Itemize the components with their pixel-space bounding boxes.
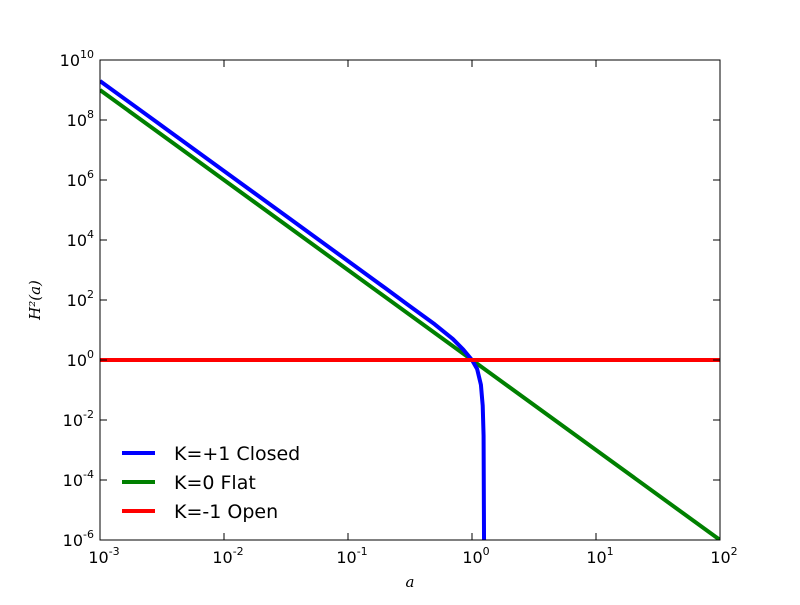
plot-frame [99, 59, 721, 541]
y-tick-label: 10-6 [63, 528, 94, 550]
y-tick-label: 106 [67, 168, 94, 190]
y-tick-label: 100 [67, 348, 94, 370]
ticks-layer: 10-3 10-2 10-1 100 101 102 10-6 10-4 10-2 100 102 1… [60, 48, 738, 567]
y-tick-label: 10-4 [63, 468, 94, 490]
legend-label-k-0-flat: K=0 Flat [174, 472, 256, 494]
y-axis-title: H²(a) [26, 280, 44, 321]
x-axis-title: a [406, 573, 415, 591]
series-line-k-1-closed [100, 79, 487, 540]
series-line-k-0-flat [100, 88, 720, 540]
legend-label-k-1-closed: K=+1 Closed [174, 443, 300, 465]
series-layer [100, 79, 720, 540]
legend-label-k-1-open: K=-1 Open [174, 501, 278, 523]
y-tick-label: 1010 [60, 48, 94, 70]
x-tick-label: 100 [462, 545, 489, 567]
y-tick-label: 10-2 [63, 408, 94, 430]
x-tick-label: 101 [586, 545, 613, 567]
x-tick-label: 10-2 [212, 545, 243, 567]
x-tick-label: 10-3 [88, 545, 119, 567]
x-tick-label: 10-1 [336, 545, 367, 567]
y-tick-label: 102 [67, 288, 94, 310]
y-tick-label: 108 [67, 108, 94, 130]
legend: K=+1 Closed K=0 Flat K=-1 Open [122, 443, 300, 523]
y-tick-label: 104 [67, 228, 94, 250]
x-tick-label: 102 [710, 545, 737, 567]
